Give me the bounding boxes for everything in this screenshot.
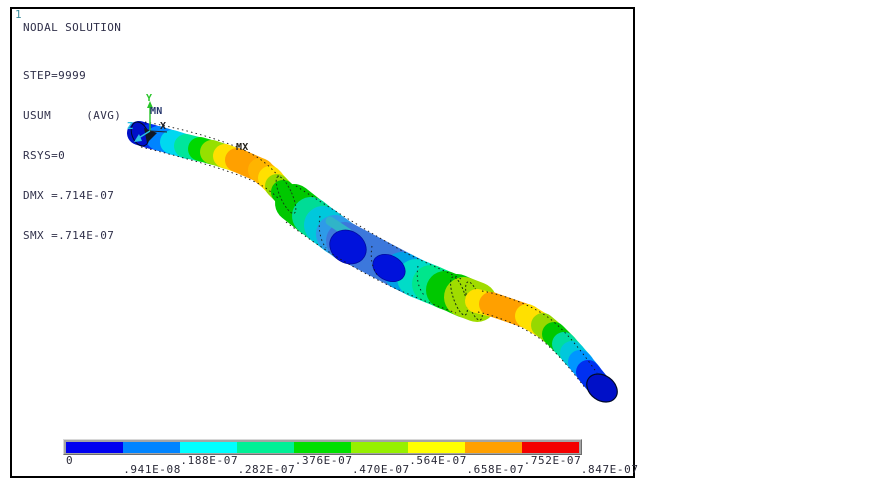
coordinate-triad (134, 101, 168, 143)
legend-cell (522, 441, 579, 453)
legend-tick-label: .658E-07 (466, 463, 525, 476)
pipe-joint-ring (275, 176, 297, 214)
y-axis-label: Y (146, 93, 153, 104)
min-node-label: MN (150, 106, 163, 117)
max-node-label: MX (236, 142, 249, 153)
x-axis-label: X (160, 121, 167, 132)
legend-cell (408, 441, 465, 453)
window-number-label: 1 (15, 8, 22, 21)
contour-legend-bar (63, 439, 582, 455)
annotation-line-step: STEP=9999 (23, 69, 87, 82)
y-axis-arrowhead (147, 101, 153, 108)
z-axis-arrowhead (134, 134, 142, 142)
legend-tick-label: .470E-07 (352, 463, 410, 476)
legend-tick-label: .752E-07 (523, 454, 582, 467)
pipe-section-middle (275, 184, 479, 315)
element-edge-lines (140, 121, 598, 390)
annotation-line-smx: SMX =.714E-07 (23, 229, 115, 242)
pipe-section-inlet (127, 121, 305, 214)
legend-cell (66, 441, 123, 453)
legend-cell (123, 441, 180, 453)
legend-tick-label: .847E-07 (580, 463, 639, 476)
annotation-line-rsys: RSYS=0 (23, 149, 66, 162)
legend-tick-label: .188E-07 (180, 454, 239, 467)
outlet-end-cap (586, 373, 618, 403)
legend-cell (180, 441, 237, 453)
legend-cell (294, 441, 351, 453)
displacement-blobs (329, 229, 406, 283)
coupling-ring-left (450, 276, 468, 316)
z-axis-label: Z (127, 121, 134, 132)
annotation-line-dmx: DMX =.714E-07 (23, 189, 115, 202)
legend-tick-label: .376E-07 (294, 454, 353, 467)
legend-tick-label: 0 (66, 454, 74, 467)
legend-cell (351, 441, 408, 453)
annotation-title: NODAL SOLUTION (23, 21, 122, 34)
legend-cell (465, 441, 522, 453)
legend-tick-label: .282E-07 (237, 463, 296, 476)
legend-tick-label: .564E-07 (409, 454, 467, 467)
pipe-section-outlet (465, 289, 609, 395)
legend-tick-label: .941E-08 (123, 463, 181, 476)
x-axis-arrow (149, 130, 168, 133)
annotation-line-item: USUM (AVG) (23, 109, 122, 122)
legend-cell (237, 441, 294, 453)
solution-annotation-block: STEP=9999 USUM (AVG) RSYS=0 DMX =.714E-0… (23, 43, 121, 269)
